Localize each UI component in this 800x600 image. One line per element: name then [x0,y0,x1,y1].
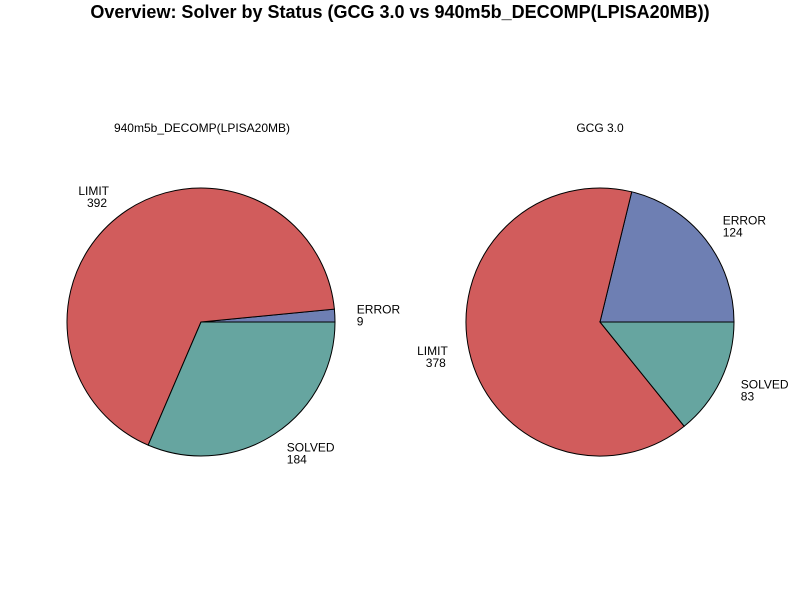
pie-right-label-error: ERROR [723,214,767,228]
pie-left-value-error: 9 [357,315,364,329]
pie-right-value-limit: 378 [426,356,446,370]
pie-right-value-solved: 83 [741,389,755,403]
pie-left-slice-solved [147,321,336,457]
pie-left-value-solved: 184 [287,452,307,466]
pie-left-value-limit: 392 [87,196,107,210]
pie-left-label-error: ERROR [357,303,401,317]
pie-right-label-limit: LIMIT [417,344,448,358]
pie-right-slice-error [599,191,735,323]
pie-right-label-solved: SOLVED [741,377,789,391]
chart-title: Overview: Solver by Status (GCG 3.0 vs 9… [90,2,709,22]
pie-right-value-error: 124 [723,226,743,240]
pie-left-title: 940m5b_DECOMP(LPISA20MB) [114,121,290,135]
pie-right-title: GCG 3.0 [576,121,624,135]
pie-right-slice-solved [598,321,735,427]
pie-left-label-limit: LIMIT [78,184,109,198]
pie-left-slice-limit [66,187,335,446]
pie-right-slices [465,187,735,457]
pie-left-slices [66,187,336,457]
pie-right-slice-limit [465,187,685,457]
pie-left-label-solved: SOLVED [287,440,335,454]
